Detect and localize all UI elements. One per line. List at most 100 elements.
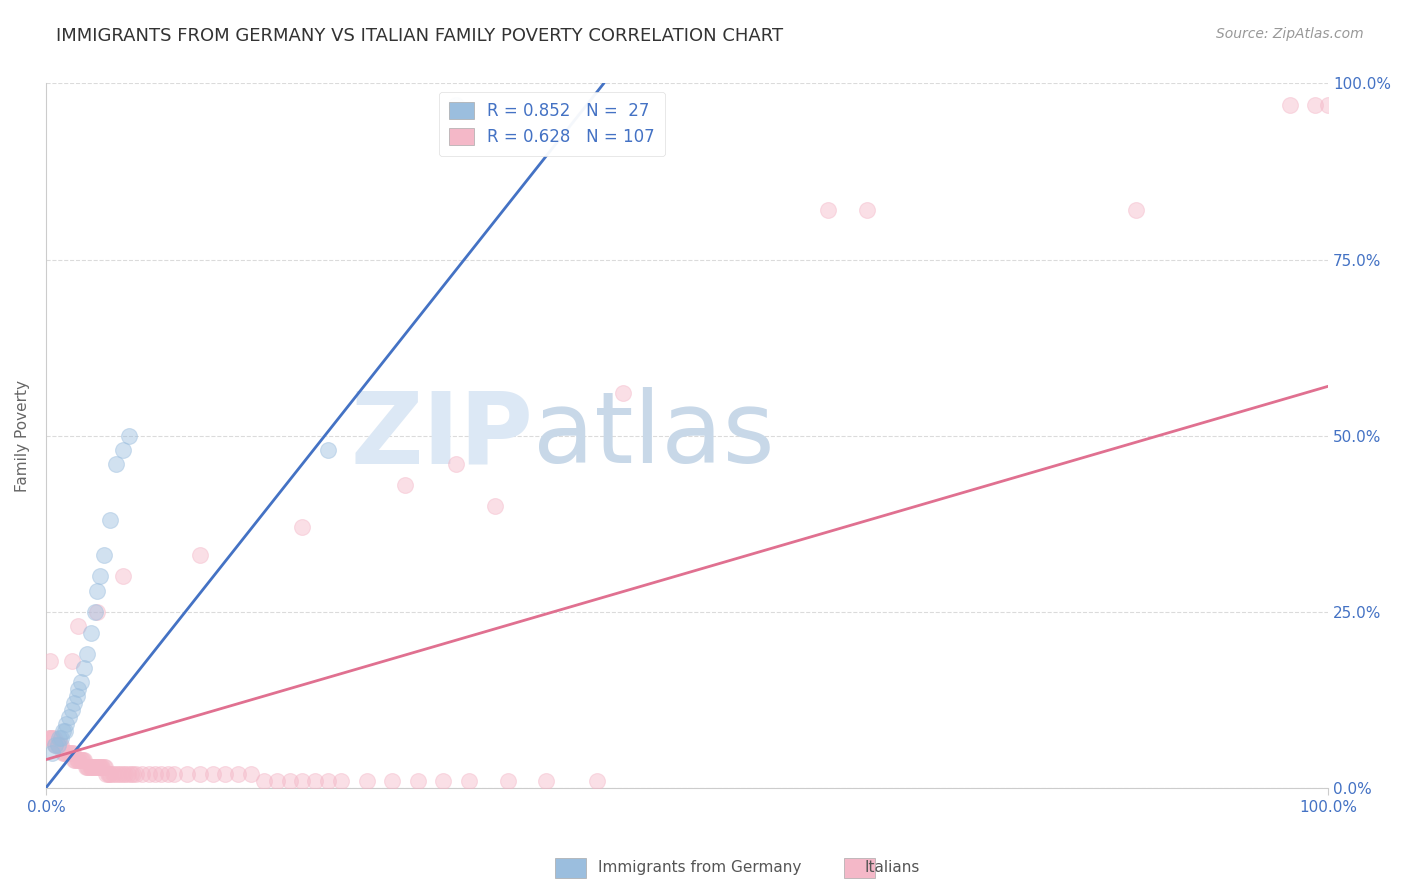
Point xyxy=(63,753,86,767)
Point xyxy=(291,520,314,534)
Point xyxy=(1125,203,1147,218)
Point xyxy=(82,759,104,773)
Text: Immigrants from Germany: Immigrants from Germany xyxy=(598,860,801,874)
Point xyxy=(41,731,63,746)
Point xyxy=(66,689,89,703)
Point xyxy=(855,203,877,218)
Point xyxy=(381,773,404,788)
Point xyxy=(94,759,117,773)
Point xyxy=(291,773,314,788)
Point xyxy=(394,478,416,492)
Point xyxy=(89,569,111,583)
Point xyxy=(117,766,139,780)
Point xyxy=(53,746,76,760)
Point xyxy=(79,759,101,773)
Point xyxy=(96,766,118,780)
Point xyxy=(150,766,173,780)
Point xyxy=(83,759,105,773)
Point xyxy=(49,739,72,753)
Point xyxy=(484,499,506,513)
Point xyxy=(82,759,104,773)
Point xyxy=(70,753,93,767)
Point xyxy=(304,773,326,788)
Point xyxy=(55,717,77,731)
Point xyxy=(120,766,142,780)
Point xyxy=(114,766,136,780)
Point xyxy=(41,746,63,760)
Point xyxy=(38,731,60,746)
Point xyxy=(91,759,114,773)
Point xyxy=(1305,97,1327,112)
Point xyxy=(83,605,105,619)
Point xyxy=(69,675,91,690)
Point xyxy=(278,773,301,788)
Point xyxy=(51,731,73,746)
Point xyxy=(316,773,339,788)
Point xyxy=(69,753,91,767)
Point xyxy=(118,428,141,442)
Point xyxy=(60,746,83,760)
Point xyxy=(1278,97,1301,112)
Point xyxy=(188,766,211,780)
Text: atlas: atlas xyxy=(533,387,775,484)
Point xyxy=(253,773,276,788)
Point xyxy=(93,549,115,563)
Point xyxy=(58,746,80,760)
Point xyxy=(111,766,134,780)
Point xyxy=(111,442,134,457)
Point xyxy=(42,731,65,746)
Point xyxy=(48,739,70,753)
Point xyxy=(76,647,98,661)
Point xyxy=(63,696,86,710)
Text: ZIP: ZIP xyxy=(350,387,533,484)
Point xyxy=(586,773,609,788)
Point xyxy=(52,746,75,760)
Point xyxy=(59,746,82,760)
Y-axis label: Family Poverty: Family Poverty xyxy=(15,380,30,491)
Legend: R = 0.852   N =  27, R = 0.628   N = 107: R = 0.852 N = 27, R = 0.628 N = 107 xyxy=(439,92,665,156)
Point xyxy=(55,746,77,760)
Point xyxy=(122,766,145,780)
Point xyxy=(60,703,83,717)
Point xyxy=(38,654,60,668)
Point xyxy=(98,513,121,527)
Point xyxy=(446,97,468,112)
Point xyxy=(90,759,112,773)
Point xyxy=(60,654,83,668)
Point xyxy=(73,753,96,767)
Point xyxy=(138,766,160,780)
Point xyxy=(58,710,80,724)
Point xyxy=(104,766,127,780)
Point xyxy=(163,766,186,780)
Point xyxy=(101,766,124,780)
Point xyxy=(39,731,62,746)
Point xyxy=(89,759,111,773)
Point xyxy=(176,766,198,780)
Point xyxy=(76,759,98,773)
Point xyxy=(156,766,179,780)
Point xyxy=(125,766,148,780)
Point xyxy=(62,746,84,760)
Point xyxy=(56,746,79,760)
Point xyxy=(534,773,557,788)
Point xyxy=(84,759,107,773)
Point xyxy=(446,457,468,471)
Point xyxy=(73,661,96,675)
Point xyxy=(38,731,60,746)
Point xyxy=(496,773,519,788)
Point xyxy=(143,766,166,780)
Text: IMMIGRANTS FROM GERMANY VS ITALIAN FAMILY POVERTY CORRELATION CHART: IMMIGRANTS FROM GERMANY VS ITALIAN FAMIL… xyxy=(56,27,783,45)
Point xyxy=(46,739,69,753)
Point xyxy=(111,569,134,583)
Point xyxy=(48,731,70,746)
Point xyxy=(72,753,94,767)
Point xyxy=(80,625,103,640)
Point xyxy=(44,739,66,753)
Point xyxy=(131,766,153,780)
Point xyxy=(240,766,263,780)
Point xyxy=(316,442,339,457)
Point xyxy=(44,739,66,753)
Point xyxy=(107,766,129,780)
Point xyxy=(356,773,378,788)
Point xyxy=(188,549,211,563)
